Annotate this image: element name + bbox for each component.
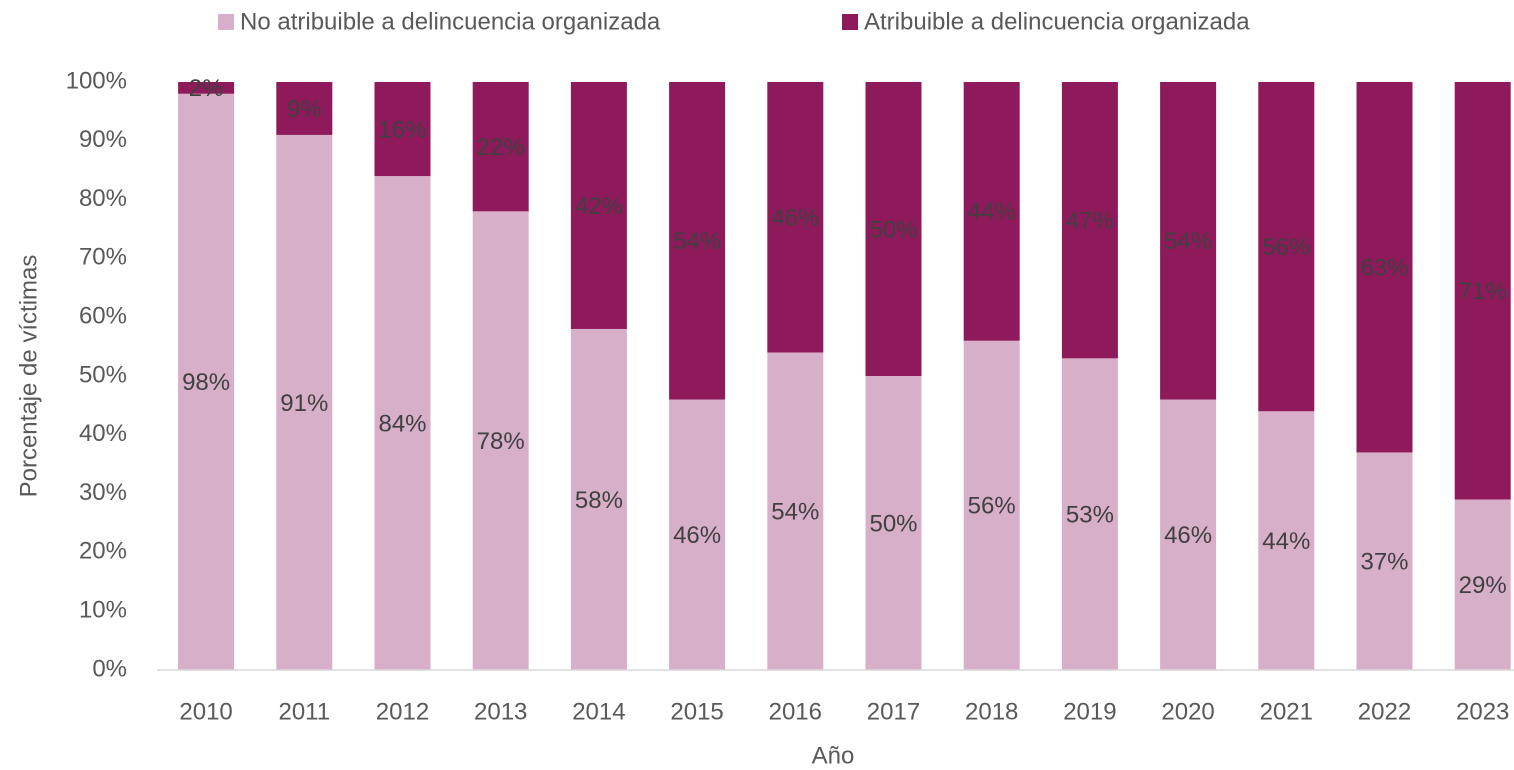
x-tick-label: 2016: [769, 698, 822, 725]
data-label: 9%: [287, 96, 322, 123]
y-tick-label: 80%: [79, 185, 127, 212]
data-label: 37%: [1360, 549, 1408, 576]
x-tick-label: 2023: [1456, 698, 1509, 725]
legend-label: Atribuible a delincuencia organizada: [864, 8, 1250, 35]
y-axis-title: Porcentaje de víctimas: [15, 255, 42, 498]
y-tick-label: 50%: [79, 361, 127, 388]
x-tick-label: 2010: [179, 698, 232, 725]
data-label: 78%: [477, 428, 525, 455]
data-label: 46%: [1164, 522, 1212, 549]
bar-segment: [1061, 82, 1118, 359]
x-tick-label: 2018: [965, 698, 1018, 725]
data-label: 58%: [575, 487, 623, 514]
data-label: 46%: [673, 522, 721, 549]
x-tick-label: 2015: [670, 698, 723, 725]
bar-segment: [1454, 82, 1511, 500]
data-label: 29%: [1459, 572, 1507, 599]
legend-swatch: [218, 14, 234, 30]
data-label: 44%: [968, 199, 1016, 226]
bar-segment: [276, 82, 333, 135]
x-tick-label: 2014: [572, 698, 625, 725]
x-tick-label: 2019: [1063, 698, 1116, 725]
data-label: 22%: [477, 134, 525, 161]
x-tick-label: 2020: [1161, 698, 1214, 725]
data-label: 84%: [378, 410, 426, 437]
bar-segment: [570, 328, 627, 670]
x-tick-label: 2013: [474, 698, 527, 725]
data-label: 50%: [869, 510, 917, 537]
bar-segment: [1356, 452, 1413, 670]
bar-segment: [963, 340, 1020, 670]
bar-segment: [472, 211, 529, 671]
bar-segment: [1258, 82, 1315, 412]
y-tick-label: 0%: [92, 655, 127, 682]
bar-segment: [472, 82, 529, 212]
x-tick-label: 2011: [278, 698, 330, 725]
legend-label: No atribuible a delincuencia organizada: [240, 8, 661, 35]
bar-segment: [178, 93, 235, 670]
bar-segment: [178, 82, 235, 94]
data-label: 53%: [1066, 502, 1114, 529]
x-tick-label: 2022: [1358, 698, 1411, 725]
bar-segment: [865, 82, 922, 376]
bar-segment: [963, 82, 1020, 341]
data-label: 2%: [189, 75, 224, 102]
data-label: 56%: [968, 493, 1016, 520]
bar-segment: [1258, 411, 1315, 670]
x-tick-label: 2021: [1260, 698, 1313, 725]
bar-segment: [669, 82, 726, 400]
y-tick-label: 10%: [79, 597, 127, 624]
bar-segment: [276, 134, 333, 671]
bar-segment: [374, 82, 431, 177]
data-label: 42%: [575, 193, 623, 220]
bar-segment: [1454, 499, 1511, 670]
data-label: 63%: [1360, 255, 1408, 282]
y-tick-label: 100%: [66, 67, 127, 94]
data-label: 54%: [1164, 228, 1212, 255]
x-tick-label: 2017: [867, 698, 920, 725]
bar-segment: [1160, 82, 1217, 400]
x-tick-label: 2012: [376, 698, 429, 725]
bar-segment: [865, 376, 922, 670]
data-label: 50%: [869, 216, 917, 243]
y-tick-label: 70%: [79, 244, 127, 271]
data-label: 46%: [771, 205, 819, 232]
data-label: 71%: [1459, 278, 1507, 305]
data-label: 16%: [378, 116, 426, 143]
y-tick-label: 90%: [79, 126, 127, 153]
bar-segment: [767, 352, 824, 670]
data-label: 98%: [182, 369, 230, 396]
data-label: 54%: [673, 228, 721, 255]
bar-segment: [1160, 399, 1217, 670]
data-label: 44%: [1262, 528, 1310, 555]
data-label: 56%: [1262, 234, 1310, 261]
data-label: 91%: [280, 390, 328, 417]
data-label: 54%: [771, 499, 819, 526]
y-tick-label: 60%: [79, 303, 127, 330]
x-axis-title: Año: [812, 742, 855, 769]
y-tick-label: 40%: [79, 420, 127, 447]
bar-segment: [1356, 82, 1413, 453]
legend-swatch: [842, 14, 858, 30]
bar-segment: [374, 176, 431, 670]
y-tick-label: 30%: [79, 479, 127, 506]
bar-segment: [1061, 358, 1118, 670]
bar-segment: [767, 82, 824, 353]
bar-segment: [570, 82, 627, 329]
bar-segment: [669, 399, 726, 670]
data-label: 47%: [1066, 208, 1114, 235]
y-tick-label: 20%: [79, 538, 127, 565]
